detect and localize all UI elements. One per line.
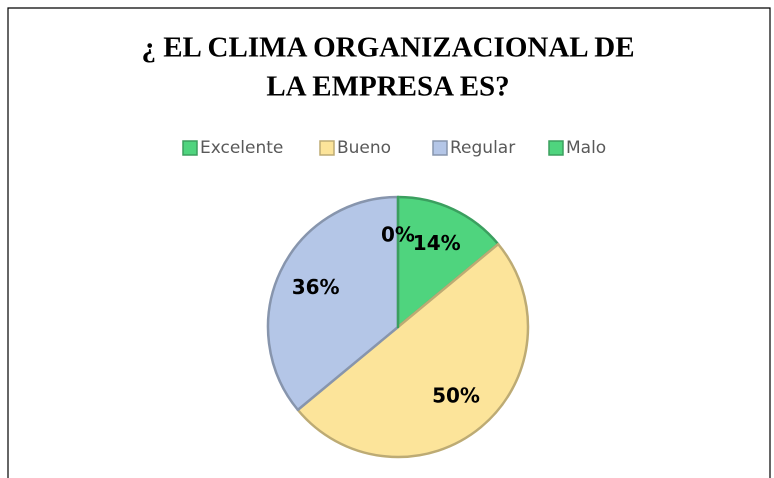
- data-label: 0%: [381, 223, 415, 247]
- pie-slice: [296, 242, 530, 459]
- pie-slice: [266, 195, 400, 412]
- legend-label: Bueno: [337, 138, 391, 158]
- legend-label: Regular: [450, 138, 515, 158]
- legend-swatch: [319, 140, 335, 156]
- chart-title: LA EMPRESA ES?: [266, 71, 509, 103]
- legend-swatch: [432, 140, 448, 156]
- legend-swatch: [182, 140, 198, 156]
- chart-border: [7, 7, 771, 478]
- pie-slice: [396, 195, 500, 329]
- data-label: 36%: [292, 275, 340, 299]
- legend-swatch: [548, 140, 564, 156]
- chart-title: ¿ EL CLIMA ORGANIZACIONAL DE: [141, 32, 634, 64]
- legend-label: Malo: [566, 138, 606, 158]
- data-label: 14%: [413, 231, 461, 255]
- legend-label: Excelente: [200, 138, 283, 158]
- data-label: 50%: [432, 384, 480, 408]
